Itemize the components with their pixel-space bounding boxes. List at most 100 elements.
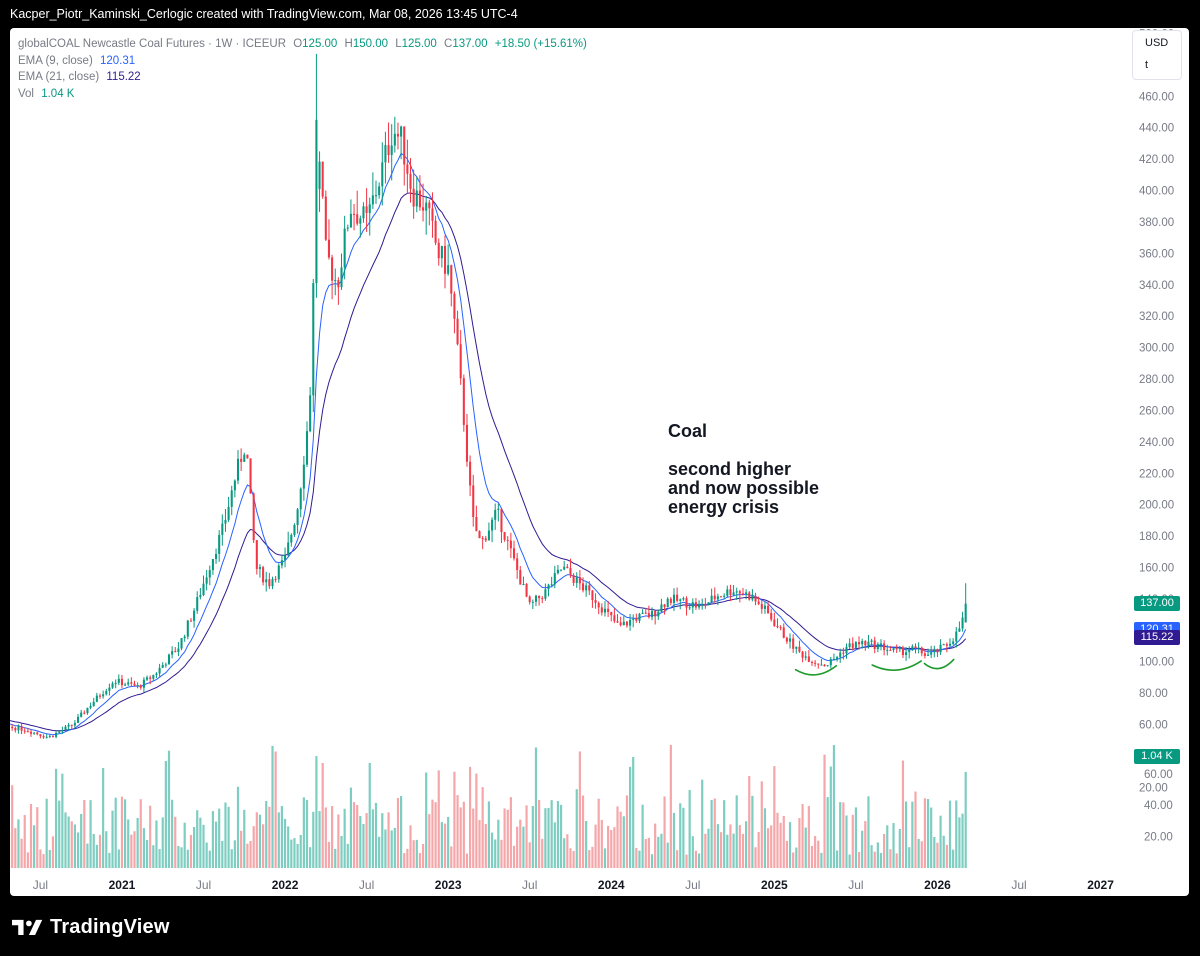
volume-bar [566,834,569,868]
candle-body [676,594,679,601]
green-bottom-mark [871,660,922,671]
candle-body [312,283,315,396]
candle-body [807,656,810,662]
candle-body [726,589,729,596]
candle-body [911,646,914,651]
volume-bar [23,814,26,868]
candle-body [914,646,917,649]
volume-bar [870,845,873,868]
price-tick-label: 400.00 [1139,186,1174,198]
candle-body [657,611,660,617]
close-label: C [444,38,453,50]
volume-bar [365,813,368,868]
volume-bar [528,842,531,868]
legend-ema21-row[interactable]: EMA (21, close) 115.22 [18,69,587,86]
symbol-name[interactable]: globalCOAL Newcastle Coal Futures · 1W ·… [18,38,286,50]
volume-bar [898,828,901,868]
candle-body [459,344,462,379]
legend-ema9-row[interactable]: EMA (9, close) 120.31 [18,53,587,70]
volume-bar [51,836,55,868]
volume-bar [98,834,102,868]
volume-bar [635,848,638,868]
volume-bar [42,854,45,868]
time-tick-label: 2024 [598,878,625,892]
volume-bar [908,847,911,868]
candle-body [337,280,340,288]
volume-bar [663,796,666,868]
candle-body [177,648,180,652]
volume-bar [613,827,616,868]
volume-bar [484,824,487,868]
candle-body [952,641,955,644]
volume-bar [61,773,64,868]
candle-body [701,603,704,605]
candle-body [905,652,908,656]
volume-bar [130,834,133,868]
volume-bar [268,806,271,868]
candle-body [553,573,556,585]
volume-bar [914,791,917,868]
volume-bar [785,840,788,868]
volume-bar [290,839,293,868]
candle-body [196,597,199,611]
volume-bar [293,838,296,868]
volume-bar [964,771,967,868]
volume-bar [418,853,422,868]
candle-body [792,638,795,649]
candle-body [396,133,400,137]
volume-bar [544,808,547,868]
volume-bar [139,799,142,868]
candle-body [290,534,293,543]
candle-body [625,621,628,626]
volume-bar [807,805,810,868]
low-label: L [395,38,402,50]
candle-body [729,589,732,596]
candle-body [440,245,443,259]
volume-bar [233,840,236,868]
volume-bar [864,821,867,868]
chart-annotation[interactable]: Coal second higher and now possible ener… [668,422,819,517]
candle-body [745,592,748,595]
candle-body [374,195,378,197]
volume-bar [224,802,227,868]
candle-body [870,640,873,642]
candle-body [208,570,211,578]
legend-volume-row[interactable]: Vol 1.04 K [18,86,587,103]
volume-bar [309,847,312,868]
price-chart[interactable]: 20.0040.0060.0080.00100.00120.00140.0016… [10,28,1189,896]
volume-bar [512,845,516,868]
candle-body [898,647,901,650]
volume-bar [669,745,672,868]
candle-body [381,162,384,187]
price-tick-label: 160.00 [1139,563,1174,575]
candle-body [569,568,572,576]
volume-bar [704,833,707,868]
volume-bar [83,799,86,868]
unit-label: t [1145,59,1149,71]
candle-body [760,603,763,609]
green-bottom-mark [794,664,838,676]
candle-body [299,488,302,510]
candle-body [566,566,569,569]
annotation-line-3: energy crisis [668,497,780,517]
candle-body [629,619,632,626]
candle-body [133,683,136,686]
volume-bar [440,822,443,868]
candle-body [503,532,506,540]
volume-bar [550,800,553,868]
candle-body [531,601,534,603]
currency-unit-button[interactable]: USD t [1132,30,1182,80]
candle-body [155,673,158,675]
candle-body [265,579,268,583]
volume-bar [607,825,610,868]
candle-body [70,724,73,726]
volume-bar [682,807,685,868]
chart-panel[interactable]: 20.0040.0060.0080.00100.00120.00140.0016… [10,28,1189,896]
time-tick-label: Jul [359,878,374,892]
volume-bar [588,850,591,868]
candle-body [205,577,208,584]
volume-bar [867,796,870,868]
candle-body [556,569,559,574]
annotation-line-1: second higher [668,459,792,479]
volume-bar [961,813,964,868]
